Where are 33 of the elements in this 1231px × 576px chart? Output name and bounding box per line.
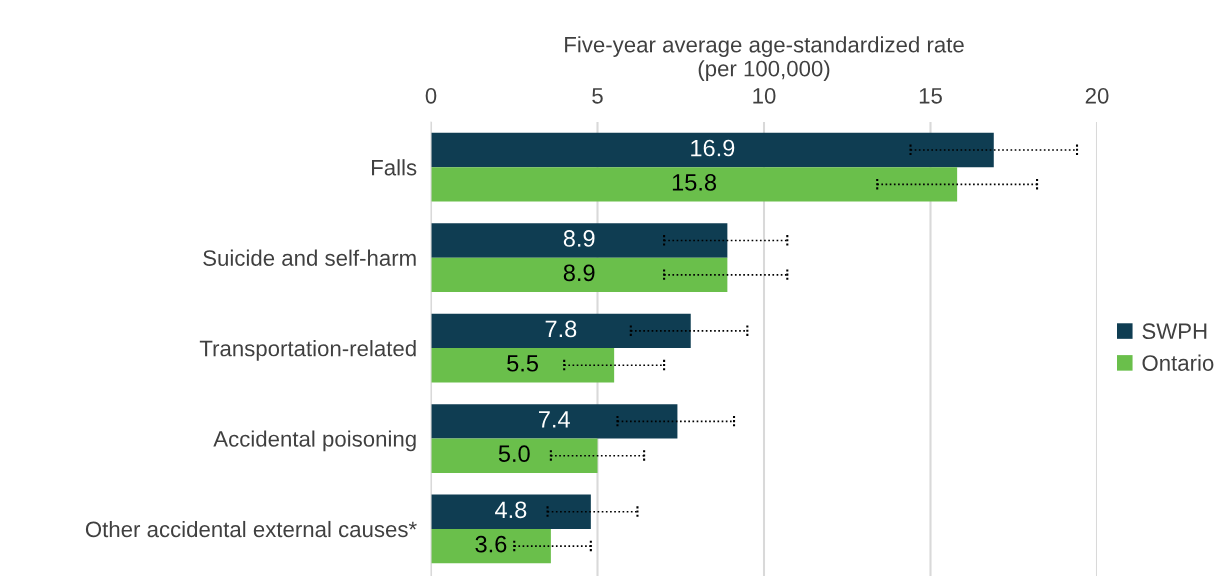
data-label: 3.6 — [475, 535, 507, 553]
y-tick-label: Suicide and self-harm — [203, 249, 416, 266]
bar — [431, 494, 591, 529]
data-label: 4.8 — [495, 501, 527, 519]
data-label: 8.9 — [563, 230, 595, 247]
data-label: 8.9 — [563, 264, 595, 282]
data-label: 16.9 — [691, 139, 735, 157]
bar — [431, 223, 728, 258]
x-tick-label: 20 — [1085, 87, 1109, 104]
bar — [431, 257, 728, 293]
data-label: 7.4 — [539, 411, 570, 428]
bar — [431, 404, 678, 439]
x-axis-title: Five-year average age-standardized rate (per 100,000) — [565, 36, 964, 81]
x-tick-label: 15 — [919, 88, 942, 104]
bar — [431, 438, 598, 473]
y-tick-label: Transportation-related — [199, 340, 416, 361]
bar — [431, 313, 691, 349]
legend-label: Ontario — [1142, 354, 1214, 371]
x-tick-label: 10 — [753, 87, 776, 104]
y-tick-label: Falls — [372, 159, 417, 176]
data-label: 15.8 — [672, 174, 717, 191]
data-label: 5.5 — [507, 355, 538, 372]
bar — [431, 528, 551, 564]
data-label: 5.0 — [498, 445, 530, 463]
legend-label: SWPH — [1142, 323, 1207, 340]
bar — [431, 348, 615, 383]
x-tick-label: 5 — [592, 88, 603, 104]
y-tick-label: Other accidental external causes* — [85, 520, 417, 538]
data-label: 7.8 — [545, 320, 577, 338]
x-tick-label: 0 — [425, 87, 437, 104]
bar — [431, 167, 958, 202]
y-tick-label: Accidental poisoning — [213, 430, 416, 452]
bar — [431, 132, 994, 168]
